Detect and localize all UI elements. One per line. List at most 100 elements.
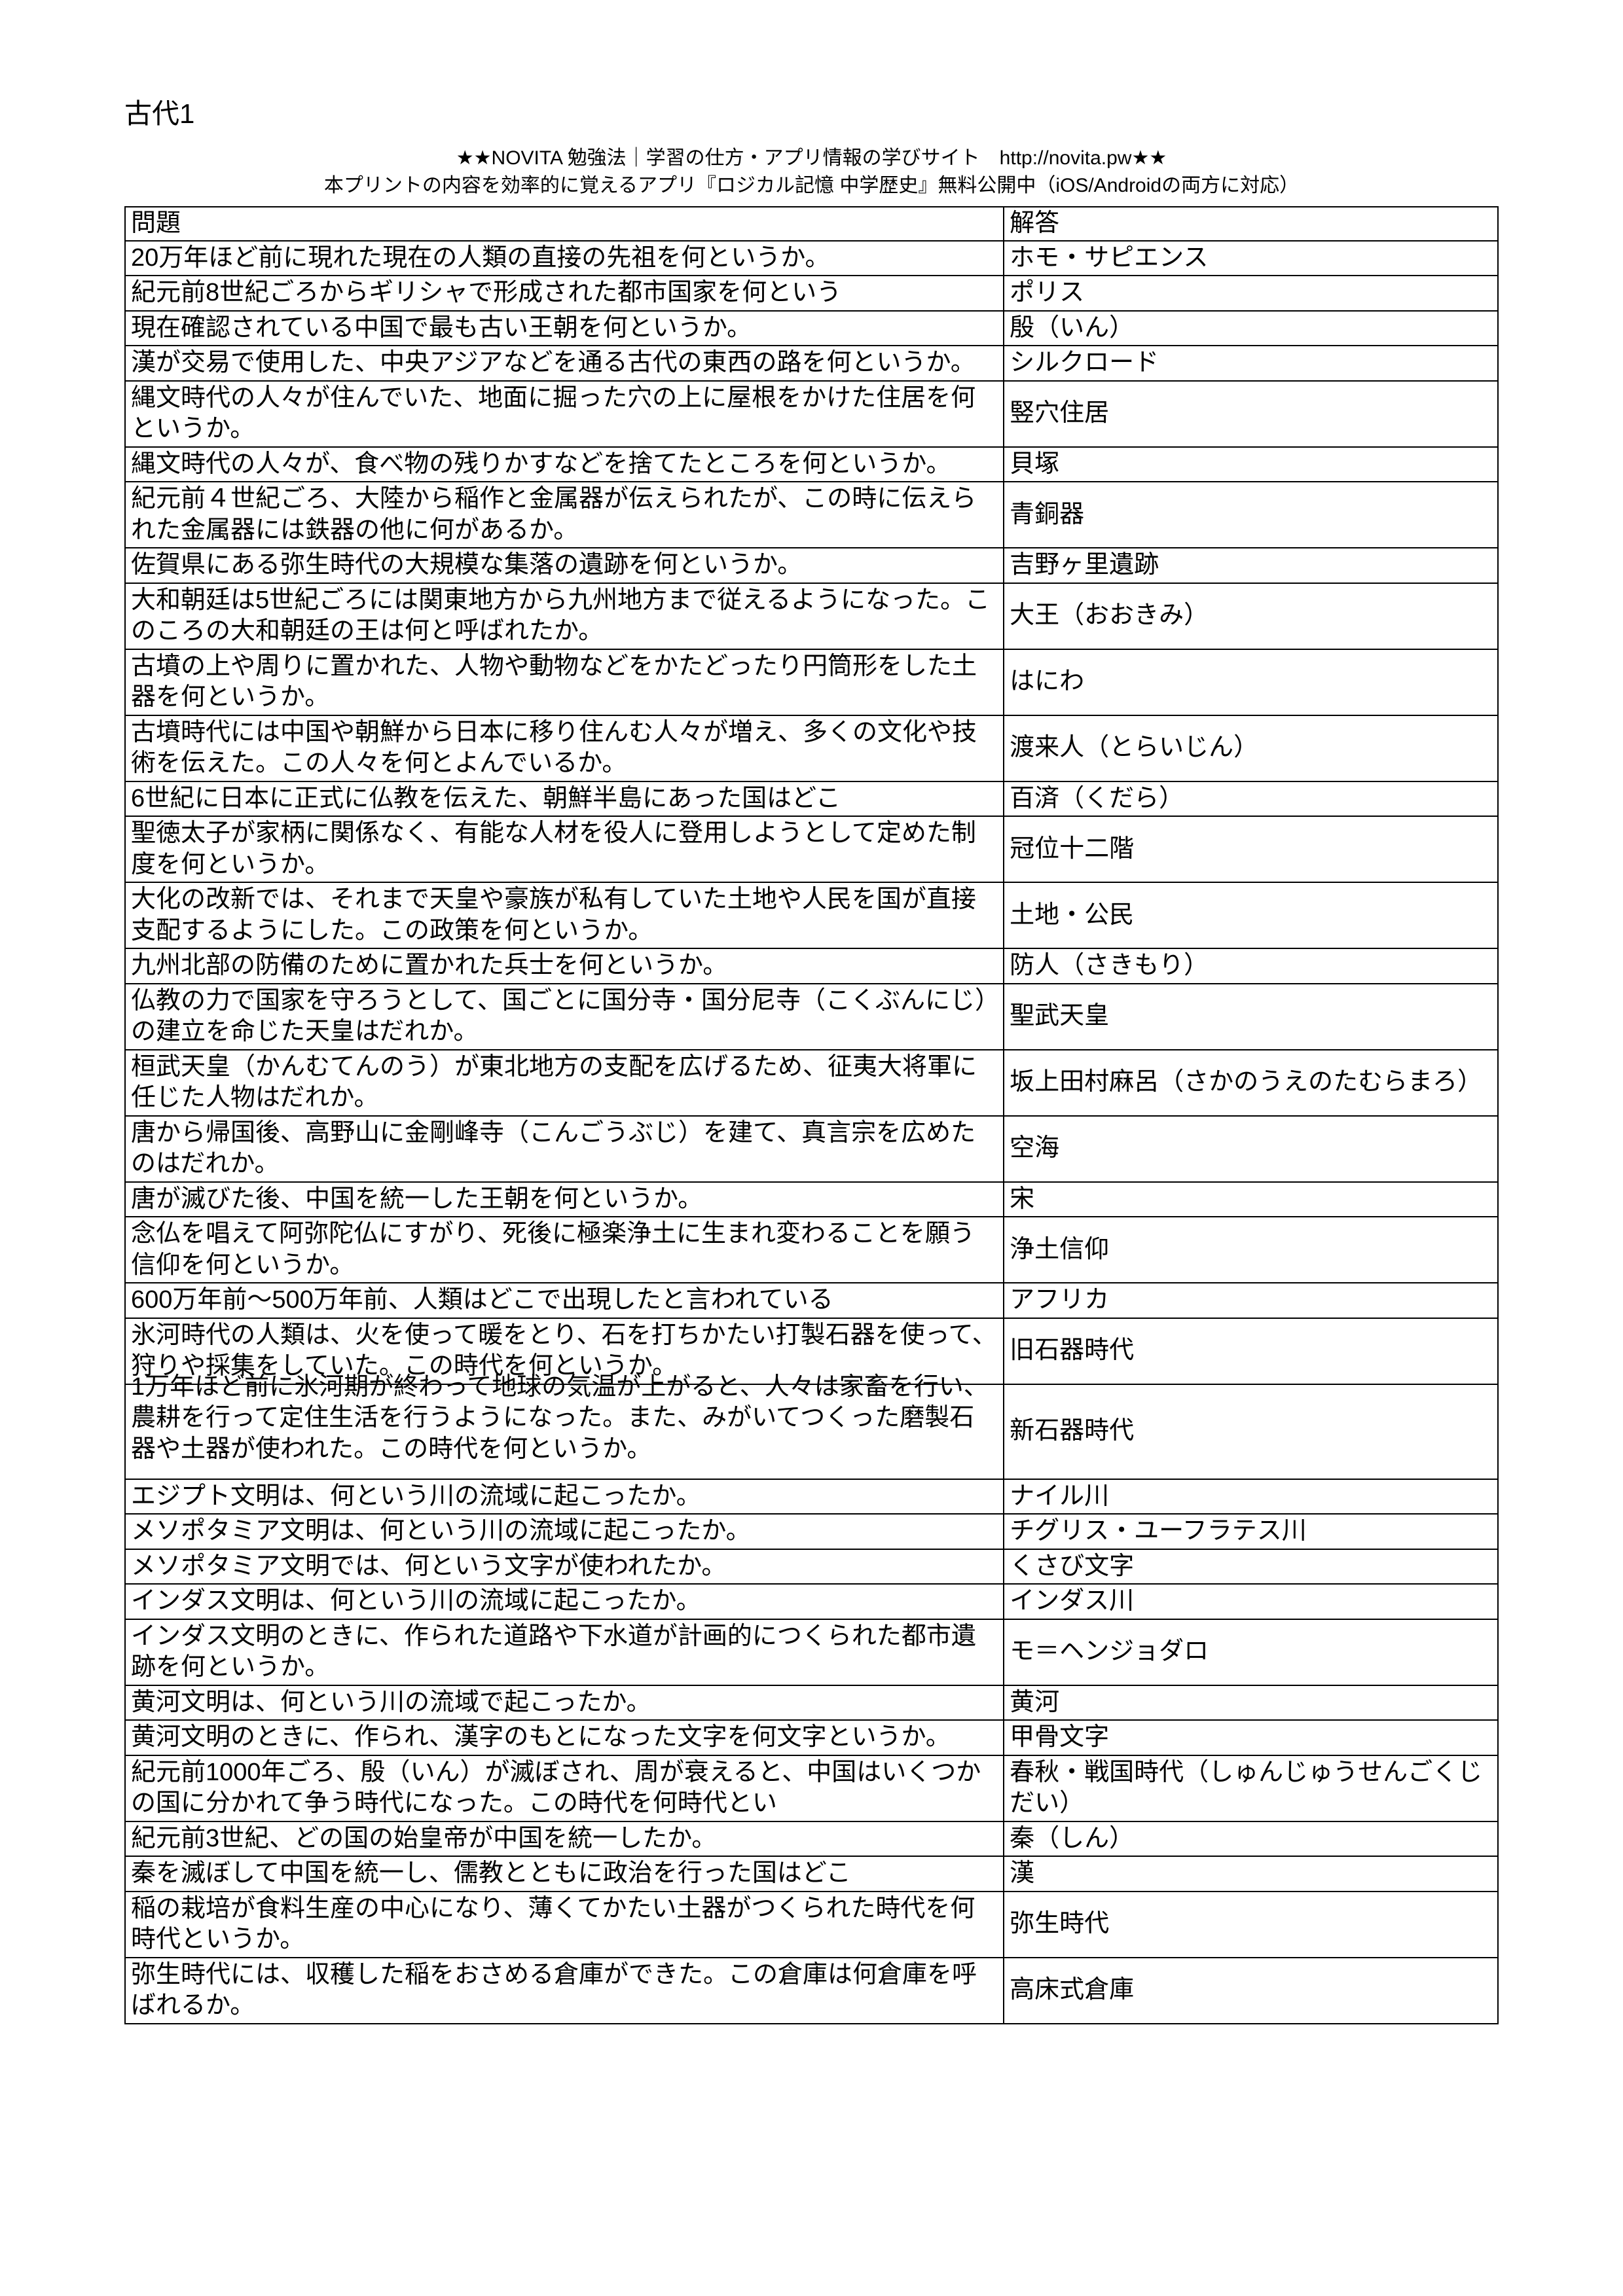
col-header-question: 問題 xyxy=(125,207,1004,241)
header-line-1: ★★NOVITA 勉強法｜学習の仕方・アプリ情報の学びサイト http://no… xyxy=(124,145,1499,172)
question-cell: 漢が交易で使用した、中央アジアなどを通る古代の東西の路を何というか。 xyxy=(125,346,1004,381)
table-row: 紀元前1000年ごろ、殷（いん）が滅ぼされ、周が衰えると、中国はいくつかの国に分… xyxy=(125,1755,1498,1821)
question-cell: 縄文時代の人々が、食べ物の残りかすなどを捨てたところを何というか。 xyxy=(125,447,1004,482)
table-row: 漢が交易で使用した、中央アジアなどを通る古代の東西の路を何というか。シルクロード xyxy=(125,346,1498,381)
answer-cell: 漢 xyxy=(1004,1856,1498,1892)
question-cell: メソポタミア文明では、何という文字が使われたか。 xyxy=(125,1549,1004,1585)
answer-cell: 新石器時代 xyxy=(1004,1384,1498,1479)
answer-cell: アフリカ xyxy=(1004,1283,1498,1318)
table-header-row: 問題 解答 xyxy=(125,207,1498,241)
question-cell: 唐から帰国後、高野山に金剛峰寺（こんごうぶじ）を建て、真言宗を広めたのはだれか。 xyxy=(125,1116,1004,1182)
question-cell: 縄文時代の人々が住んでいた、地面に掘った穴の上に屋根をかけた住居を何というか。 xyxy=(125,381,1004,447)
table-row: 古墳時代には中国や朝鮮から日本に移り住んむ人々が増え、多くの文化や技術を伝えた。… xyxy=(125,715,1498,781)
answer-cell: くさび文字 xyxy=(1004,1549,1498,1585)
answer-cell: 防人（さきもり） xyxy=(1004,948,1498,984)
qa-table: 問題 解答 20万年ほど前に現れた現在の人類の直接の先祖を何というか。ホモ・サピ… xyxy=(124,206,1499,2024)
question-cell: メソポタミア文明は、何という川の流域に起こったか。 xyxy=(125,1514,1004,1549)
question-cell: 仏教の力で国家を守ろうとして、国ごとに国分寺・国分尼寺（こくぶんにじ）の建立を命… xyxy=(125,984,1004,1050)
answer-cell: 竪穴住居 xyxy=(1004,381,1498,447)
table-row: 弥生時代には、収穫した稲をおさめる倉庫ができた。この倉庫は何倉庫を呼ばれるか。高… xyxy=(125,1958,1498,2024)
question-cell: 紀元前3世紀、どの国の始皇帝が中国を統一したか。 xyxy=(125,1821,1004,1857)
question-cell: 聖徳太子が家柄に関係なく、有能な人材を役人に登用しようとして定めた制度を何という… xyxy=(125,816,1004,882)
table-row: 仏教の力で国家を守ろうとして、国ごとに国分寺・国分尼寺（こくぶんにじ）の建立を命… xyxy=(125,984,1498,1050)
question-cell: 黄河文明のときに、作られ、漢字のもとになった文字を何文字というか。 xyxy=(125,1720,1004,1755)
question-cell: 1万年ほど前に氷河期が終わって地球の気温が上がると、人々は家畜を行い、農耕を行っ… xyxy=(125,1384,1004,1479)
table-row: 6世紀に日本に正式に仏教を伝えた、朝鮮半島にあった国はどこ百済（くだら） xyxy=(125,781,1498,817)
table-row: 稲の栽培が食料生産の中心になり、薄くてかたい土器がつくられた時代を何時代というか… xyxy=(125,1892,1498,1958)
table-row: 桓武天皇（かんむてんのう）が東北地方の支配を広げるため、征夷大将軍に任じた人物は… xyxy=(125,1050,1498,1116)
question-cell: 念仏を唱えて阿弥陀仏にすがり、死後に極楽浄土に生まれ変わることを願う信仰を何とい… xyxy=(125,1217,1004,1283)
answer-cell: 冠位十二階 xyxy=(1004,816,1498,882)
table-row: 20万年ほど前に現れた現在の人類の直接の先祖を何というか。ホモ・サピエンス xyxy=(125,241,1498,276)
answer-cell: 渡来人（とらいじん） xyxy=(1004,715,1498,781)
table-row: 紀元前４世紀ごろ、大陸から稲作と金属器が伝えられたが、この時に伝えられた金属器に… xyxy=(125,482,1498,548)
answer-cell: 空海 xyxy=(1004,1116,1498,1182)
question-cell: 現在確認されている中国で最も古い王朝を何というか。 xyxy=(125,311,1004,346)
col-header-answer: 解答 xyxy=(1004,207,1498,241)
answer-cell: シルクロード xyxy=(1004,346,1498,381)
answer-cell: 弥生時代 xyxy=(1004,1892,1498,1958)
table-row: 大和朝廷は5世紀ごろには関東地方から九州地方まで従えるようになった。このころの大… xyxy=(125,583,1498,649)
answer-cell: ナイル川 xyxy=(1004,1479,1498,1515)
answer-cell: 青銅器 xyxy=(1004,482,1498,548)
question-cell: 大和朝廷は5世紀ごろには関東地方から九州地方まで従えるようになった。このころの大… xyxy=(125,583,1004,649)
table-row: 黄河文明は、何という川の流域で起こったか。黄河 xyxy=(125,1685,1498,1721)
answer-cell: 旧石器時代 xyxy=(1004,1318,1498,1384)
question-cell: 古墳の上や周りに置かれた、人物や動物などをかたどったり円筒形をした土器を何という… xyxy=(125,649,1004,715)
answer-cell: 高床式倉庫 xyxy=(1004,1958,1498,2024)
question-cell: インダス文明のときに、作られた道路や下水道が計画的につくられた都市遺跡を何という… xyxy=(125,1619,1004,1685)
question-cell: エジプト文明は、何という川の流域に起こったか。 xyxy=(125,1479,1004,1515)
table-row: 唐から帰国後、高野山に金剛峰寺（こんごうぶじ）を建て、真言宗を広めたのはだれか。… xyxy=(125,1116,1498,1182)
page-title: 古代1 xyxy=(124,92,1499,132)
table-row: 大化の改新では、それまで天皇や豪族が私有していた土地や人民を国が直接支配するよう… xyxy=(125,882,1498,948)
answer-cell: 宋 xyxy=(1004,1182,1498,1217)
answer-cell: ホモ・サピエンス xyxy=(1004,241,1498,276)
answer-cell: 貝塚 xyxy=(1004,447,1498,482)
table-row: 唐が滅びた後、中国を統一した王朝を何というか。宋 xyxy=(125,1182,1498,1217)
answer-cell: 土地・公民 xyxy=(1004,882,1498,948)
answer-cell: 浄土信仰 xyxy=(1004,1217,1498,1283)
header-line-2: 本プリントの内容を効率的に覚えるアプリ『ロジカル記憶 中学歴史』無料公開中（iO… xyxy=(124,172,1499,200)
answer-cell: 秦（しん） xyxy=(1004,1821,1498,1857)
answer-cell: チグリス・ユーフラテス川 xyxy=(1004,1514,1498,1549)
question-cell: 唐が滅びた後、中国を統一した王朝を何というか。 xyxy=(125,1182,1004,1217)
question-cell: 弥生時代には、収穫した稲をおさめる倉庫ができた。この倉庫は何倉庫を呼ばれるか。 xyxy=(125,1958,1004,2024)
answer-cell: 吉野ヶ里遺跡 xyxy=(1004,548,1498,583)
answer-cell: 坂上田村麻呂（さかのうえのたむらまろ） xyxy=(1004,1050,1498,1116)
answer-cell: 聖武天皇 xyxy=(1004,984,1498,1050)
answer-cell: 黄河 xyxy=(1004,1685,1498,1721)
question-cell: 秦を滅ぼして中国を統一し、儒教とともに政治を行った国はどこ xyxy=(125,1856,1004,1892)
answer-cell: 甲骨文字 xyxy=(1004,1720,1498,1755)
question-cell: 大化の改新では、それまで天皇や豪族が私有していた土地や人民を国が直接支配するよう… xyxy=(125,882,1004,948)
table-row: 佐賀県にある弥生時代の大規模な集落の遺跡を何というか。吉野ヶ里遺跡 xyxy=(125,548,1498,583)
question-cell: 佐賀県にある弥生時代の大規模な集落の遺跡を何というか。 xyxy=(125,548,1004,583)
question-cell: インダス文明は、何という川の流域に起こったか。 xyxy=(125,1584,1004,1619)
question-cell: 紀元前8世紀ごろからギリシャで形成された都市国家を何という xyxy=(125,276,1004,311)
table-row: 紀元前3世紀、どの国の始皇帝が中国を統一したか。秦（しん） xyxy=(125,1821,1498,1857)
table-row: 縄文時代の人々が住んでいた、地面に掘った穴の上に屋根をかけた住居を何というか。竪… xyxy=(125,381,1498,447)
question-cell: 6世紀に日本に正式に仏教を伝えた、朝鮮半島にあった国はどこ xyxy=(125,781,1004,817)
question-cell: 600万年前～500万年前、人類はどこで出現したと言われている xyxy=(125,1283,1004,1318)
answer-cell: モ＝ヘンジョダロ xyxy=(1004,1619,1498,1685)
table-row: インダス文明は、何という川の流域に起こったか。インダス川 xyxy=(125,1584,1498,1619)
answer-cell: 春秋・戦国時代（しゅんじゅうせんごくじだい） xyxy=(1004,1755,1498,1821)
table-row: インダス文明のときに、作られた道路や下水道が計画的につくられた都市遺跡を何という… xyxy=(125,1619,1498,1685)
answer-cell: 殷（いん） xyxy=(1004,311,1498,346)
answer-cell: ポリス xyxy=(1004,276,1498,311)
question-cell: 紀元前1000年ごろ、殷（いん）が滅ぼされ、周が衰えると、中国はいくつかの国に分… xyxy=(125,1755,1004,1821)
table-row: 秦を滅ぼして中国を統一し、儒教とともに政治を行った国はどこ漢 xyxy=(125,1856,1498,1892)
table-row: 600万年前～500万年前、人類はどこで出現したと言われているアフリカ xyxy=(125,1283,1498,1318)
question-cell: 古墳時代には中国や朝鮮から日本に移り住んむ人々が増え、多くの文化や技術を伝えた。… xyxy=(125,715,1004,781)
table-row: 1万年ほど前に氷河期が終わって地球の気温が上がると、人々は家畜を行い、農耕を行っ… xyxy=(125,1384,1498,1479)
table-row: 九州北部の防備のために置かれた兵士を何というか。防人（さきもり） xyxy=(125,948,1498,984)
table-row: 聖徳太子が家柄に関係なく、有能な人材を役人に登用しようとして定めた制度を何という… xyxy=(125,816,1498,882)
table-row: 念仏を唱えて阿弥陀仏にすがり、死後に極楽浄土に生まれ変わることを願う信仰を何とい… xyxy=(125,1217,1498,1283)
table-row: 古墳の上や周りに置かれた、人物や動物などをかたどったり円筒形をした土器を何という… xyxy=(125,649,1498,715)
table-row: 紀元前8世紀ごろからギリシャで形成された都市国家を何というポリス xyxy=(125,276,1498,311)
question-cell: 稲の栽培が食料生産の中心になり、薄くてかたい土器がつくられた時代を何時代というか… xyxy=(125,1892,1004,1958)
table-row: 黄河文明のときに、作られ、漢字のもとになった文字を何文字というか。甲骨文字 xyxy=(125,1720,1498,1755)
question-cell: 20万年ほど前に現れた現在の人類の直接の先祖を何というか。 xyxy=(125,241,1004,276)
table-row: メソポタミア文明では、何という文字が使われたか。くさび文字 xyxy=(125,1549,1498,1585)
table-row: 現在確認されている中国で最も古い王朝を何というか。殷（いん） xyxy=(125,311,1498,346)
question-cell: 紀元前４世紀ごろ、大陸から稲作と金属器が伝えられたが、この時に伝えられた金属器に… xyxy=(125,482,1004,548)
